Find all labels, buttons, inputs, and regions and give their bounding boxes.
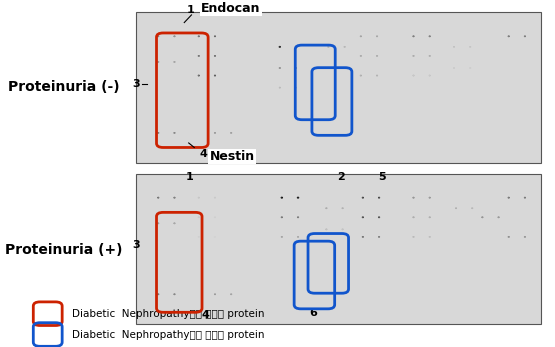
Text: 4: 4 (200, 149, 208, 159)
Text: 3: 3 (132, 79, 140, 89)
Text: 6: 6 (310, 308, 317, 318)
Text: Nestin: Nestin (210, 150, 255, 163)
Circle shape (413, 197, 414, 198)
Text: Diabetic  Nephropathy에서 감소된 protein: Diabetic Nephropathy에서 감소된 protein (72, 309, 265, 319)
Circle shape (281, 217, 282, 218)
Bar (136, 174, 541, 324)
Circle shape (174, 197, 175, 198)
Circle shape (297, 217, 299, 218)
Text: 4: 4 (201, 310, 209, 320)
Text: 1: 1 (187, 5, 195, 15)
Bar (136, 12, 541, 163)
Circle shape (295, 46, 296, 47)
Circle shape (158, 197, 159, 198)
Circle shape (524, 197, 525, 198)
Circle shape (297, 197, 299, 198)
Circle shape (342, 208, 343, 209)
Circle shape (279, 46, 280, 47)
Circle shape (482, 217, 483, 218)
Text: 5: 5 (379, 172, 386, 182)
Text: Proteinuria (-): Proteinuria (-) (8, 81, 120, 94)
Text: Endocan: Endocan (201, 2, 260, 15)
Circle shape (158, 294, 159, 295)
Circle shape (498, 217, 499, 218)
Circle shape (362, 217, 364, 218)
Text: 3: 3 (132, 240, 140, 249)
Circle shape (326, 208, 327, 209)
Text: Diabetic  Nephropathy에서 증가된 protein: Diabetic Nephropathy에서 증가된 protein (72, 330, 265, 339)
Text: Proteinuria (+): Proteinuria (+) (5, 243, 123, 257)
Circle shape (362, 197, 364, 198)
Circle shape (281, 197, 282, 198)
Circle shape (174, 294, 175, 295)
Circle shape (379, 217, 380, 218)
Circle shape (379, 197, 380, 198)
Circle shape (508, 197, 509, 198)
Circle shape (413, 217, 414, 218)
Text: 1: 1 (186, 172, 194, 182)
Text: 2: 2 (337, 172, 345, 182)
